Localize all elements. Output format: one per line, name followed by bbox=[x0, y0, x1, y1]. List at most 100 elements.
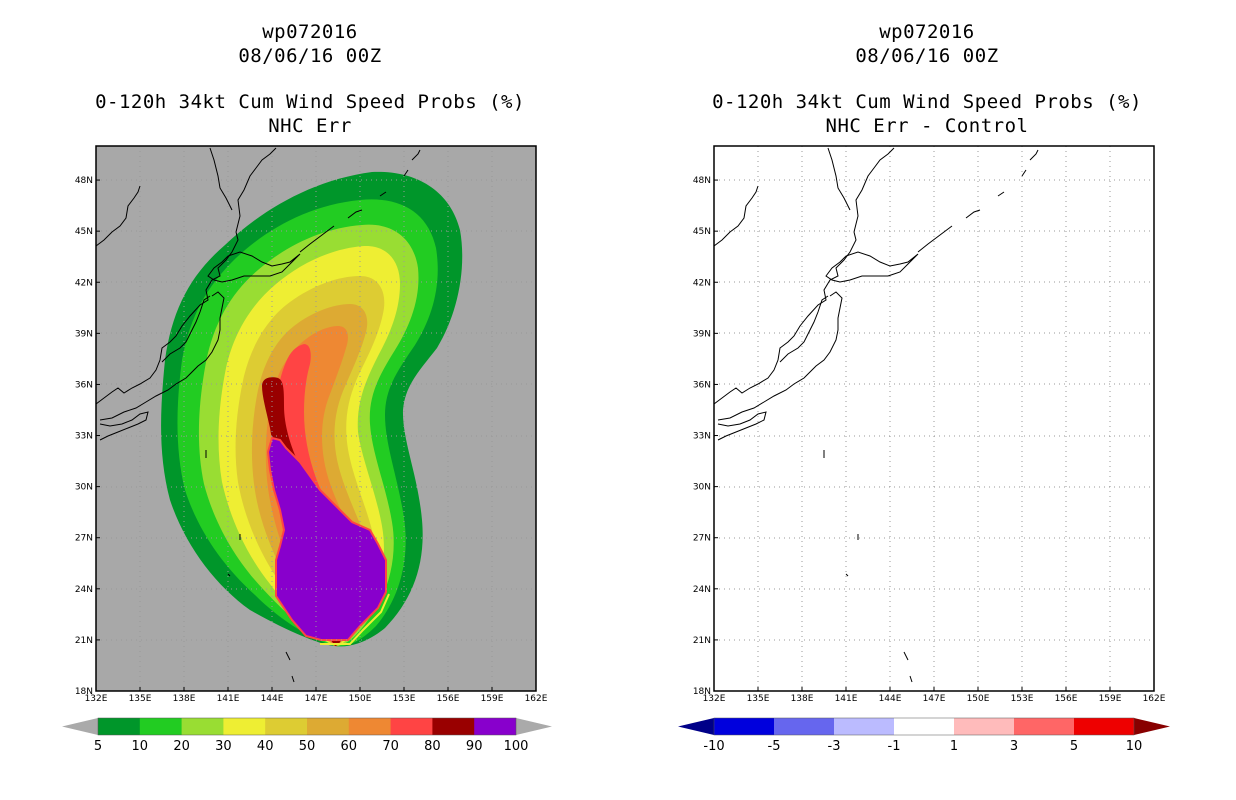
right-storm-id: wp072016 bbox=[879, 21, 975, 43]
right-x-tick-147E: 147E bbox=[923, 694, 946, 704]
right-colorbar-swatch bbox=[1014, 718, 1075, 735]
right-y-tick-21N: 21N bbox=[693, 636, 711, 646]
right-y-tick-45N: 45N bbox=[693, 227, 711, 237]
left-x-tick-135E: 135E bbox=[129, 694, 152, 704]
left-colorbar-frame bbox=[97, 717, 517, 736]
right-product-title: 0-120h 34kt Cum Wind Speed Probs (%) bbox=[712, 91, 1142, 113]
left-x-tick-144E: 144E bbox=[261, 694, 284, 704]
right-colorbar-label: -5 bbox=[768, 739, 781, 754]
left-colorbar-label: 30 bbox=[215, 739, 232, 754]
right-colorbar-label: 3 bbox=[1010, 739, 1018, 754]
left-colorbar-swatch bbox=[139, 718, 183, 735]
left-x-tick-159E: 159E bbox=[481, 694, 504, 704]
right-colorbar-label: 10 bbox=[1126, 739, 1143, 754]
left-y-tick-24N: 24N bbox=[75, 585, 93, 595]
left-colorbar-swatch bbox=[181, 718, 224, 735]
left-colorbar-label: 90 bbox=[466, 739, 483, 754]
prob-band-90-edge bbox=[320, 593, 390, 645]
left-y-tick-39N: 39N bbox=[75, 329, 93, 339]
right-colorbar-swatch bbox=[894, 718, 955, 735]
left-colorbar-label: 40 bbox=[257, 739, 274, 754]
left-axis-labels: 132E 135E 138E 141E 144E 147E 150E 153E 156E 159E… bbox=[75, 176, 548, 704]
right-colorbar-swatch bbox=[774, 718, 835, 735]
left-colorbar-swatch bbox=[390, 718, 433, 735]
right-y-tick-42N: 42N bbox=[693, 278, 711, 288]
right-datetime: 08/06/16 00Z bbox=[855, 45, 999, 67]
left-colorbar-swatch bbox=[307, 718, 350, 735]
right-colorbar: -10 -5 -3 -1 1 3 5 10 bbox=[678, 717, 1170, 754]
left-x-tick-147E: 147E bbox=[305, 694, 328, 704]
right-colorbar-label: -10 bbox=[703, 739, 724, 754]
right-y-tick-33N: 33N bbox=[693, 432, 711, 442]
left-colorbar-low-end bbox=[62, 718, 98, 735]
left-title-block: wp072016 08/06/16 00Z 0-120h 34kt Cum Wi… bbox=[60, 20, 560, 138]
right-x-tick-153E: 153E bbox=[1011, 694, 1034, 704]
left-colorbar-label: 70 bbox=[382, 739, 399, 754]
left-y-tick-30N: 30N bbox=[75, 483, 93, 493]
left-subtitle: NHC Err bbox=[268, 115, 352, 137]
right-colorbar-high-end bbox=[1134, 718, 1170, 735]
left-product-title: 0-120h 34kt Cum Wind Speed Probs (%) bbox=[95, 91, 525, 113]
left-colorbar-label: 20 bbox=[173, 739, 190, 754]
right-y-tick-18N: 18N bbox=[693, 687, 711, 697]
left-y-tick-27N: 27N bbox=[75, 534, 93, 544]
right-map-background bbox=[714, 146, 1154, 691]
right-x-tick-132E: 132E bbox=[703, 694, 726, 704]
left-y-tick-48N: 48N bbox=[75, 176, 93, 186]
right-x-tick-159E: 159E bbox=[1099, 694, 1122, 704]
left-x-tick-153E: 153E bbox=[393, 694, 416, 704]
right-map bbox=[713, 145, 1155, 692]
right-x-tick-156E: 156E bbox=[1055, 694, 1078, 704]
left-colorbar-label: 60 bbox=[341, 739, 358, 754]
left-map bbox=[95, 145, 537, 692]
left-datetime: 08/06/16 00Z bbox=[238, 45, 382, 67]
right-x-tick-144E: 144E bbox=[879, 694, 902, 704]
left-colorbar-label: 5 bbox=[94, 739, 102, 754]
left-colorbar-label: 50 bbox=[299, 739, 316, 754]
left-x-tick-138E: 138E bbox=[173, 694, 196, 704]
right-colorbar-swatch bbox=[834, 718, 895, 735]
right-y-tick-39N: 39N bbox=[693, 329, 711, 339]
left-x-tick-150E: 150E bbox=[349, 694, 372, 704]
left-x-tick-162E: 162E bbox=[525, 694, 548, 704]
left-y-tick-18N: 18N bbox=[75, 687, 93, 697]
right-colorbar-swatch bbox=[714, 718, 775, 735]
right-y-tick-48N: 48N bbox=[693, 176, 711, 186]
right-x-tick-150E: 150E bbox=[967, 694, 990, 704]
left-y-tick-21N: 21N bbox=[75, 636, 93, 646]
left-x-tick-141E: 141E bbox=[217, 694, 240, 704]
right-title-block: wp072016 08/06/16 00Z 0-120h 34kt Cum Wi… bbox=[677, 20, 1177, 138]
right-y-tick-24N: 24N bbox=[693, 585, 711, 595]
right-colorbar-label: 5 bbox=[1070, 739, 1078, 754]
right-colorbar-swatch bbox=[954, 718, 1015, 735]
right-axis-labels: 132E 135E 138E 141E 144E 147E 150E 153E 156E 159E… bbox=[693, 176, 1166, 704]
right-subtitle: NHC Err - Control bbox=[825, 115, 1029, 137]
left-y-tick-42N: 42N bbox=[75, 278, 93, 288]
left-x-tick-132E: 132E bbox=[85, 694, 108, 704]
left-storm-id: wp072016 bbox=[262, 21, 358, 43]
right-colorbar-label: 1 bbox=[950, 739, 958, 754]
right-x-tick-141E: 141E bbox=[835, 694, 858, 704]
left-colorbar-swatch bbox=[348, 718, 392, 735]
left-x-tick-156E: 156E bbox=[437, 694, 460, 704]
left-colorbar-swatch bbox=[432, 718, 475, 735]
left-colorbar-swatch bbox=[265, 718, 308, 735]
right-colorbar-frame bbox=[713, 717, 1135, 736]
left-colorbar-high-end bbox=[516, 718, 552, 735]
left-y-tick-45N: 45N bbox=[75, 227, 93, 237]
left-colorbar-swatch bbox=[474, 718, 517, 735]
right-x-tick-135E: 135E bbox=[747, 694, 770, 704]
left-colorbar-swatch bbox=[98, 718, 141, 735]
right-y-tick-36N: 36N bbox=[693, 380, 711, 390]
right-colorbar-low-end bbox=[678, 718, 714, 735]
right-x-tick-162E: 162E bbox=[1143, 694, 1166, 704]
left-colorbar-swatch bbox=[223, 718, 266, 735]
right-x-tick-138E: 138E bbox=[791, 694, 814, 704]
left-colorbar-label: 10 bbox=[132, 739, 149, 754]
right-colorbar-label: -1 bbox=[888, 739, 901, 754]
left-y-tick-36N: 36N bbox=[75, 380, 93, 390]
right-colorbar-swatch bbox=[1074, 718, 1135, 735]
left-colorbar-label: 100 bbox=[504, 739, 529, 754]
right-colorbar-label: -3 bbox=[828, 739, 841, 754]
